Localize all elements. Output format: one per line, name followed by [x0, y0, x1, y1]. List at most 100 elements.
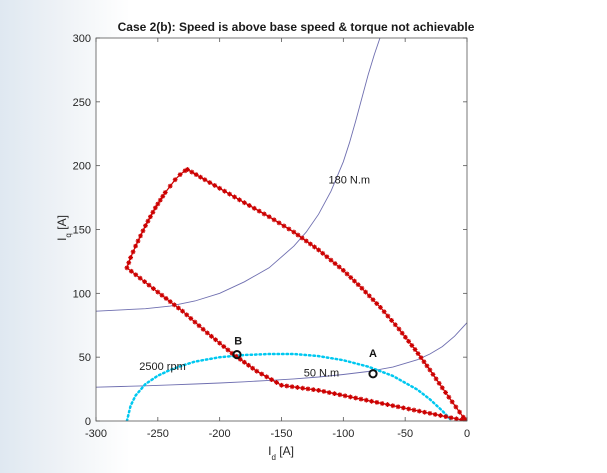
trajectory-star-marker [196, 323, 202, 329]
trajectory-star-marker [274, 380, 279, 385]
trajectory-star-marker [159, 292, 165, 298]
trajectory-star-marker [137, 275, 143, 281]
x-tick-label: -150 [270, 428, 292, 440]
trajectory-star-marker [221, 344, 227, 349]
trajectory-star-marker [348, 394, 353, 400]
trajectory-star-marker [348, 275, 354, 280]
y-tick-label: 50 [79, 352, 91, 364]
trajectory-star-marker [227, 191, 232, 197]
trajectory-star-marker [192, 319, 198, 325]
trajectory-star-marker [352, 278, 357, 284]
trajectory-star-marker [453, 404, 459, 410]
trajectory-star-marker [312, 244, 317, 250]
y-tick-label: 200 [73, 161, 91, 173]
trajectory-star-marker [433, 376, 439, 382]
trajectory-star-marker [198, 174, 203, 180]
trajectory-star-marker [438, 413, 443, 418]
trajectory-star-marker [385, 402, 390, 407]
trajectory-star-marker [406, 338, 412, 344]
trajectory-star-marker [370, 297, 376, 303]
trajectory-star-marker [242, 200, 247, 206]
trajectory-star-marker [422, 409, 427, 415]
trajectory-star-marker [316, 387, 321, 393]
x-tick-label: -100 [332, 428, 354, 440]
trajectory-star-marker [126, 260, 132, 266]
trajectory-star-marker [415, 351, 421, 356]
annotation-label: 180 N.m [328, 175, 370, 187]
trajectory-star-marker [176, 305, 181, 311]
trajectory-star-marker [355, 282, 361, 288]
y-tick-label: 250 [73, 97, 91, 109]
trajectory-star-marker [295, 232, 301, 238]
trajectory-star-marker [133, 243, 138, 249]
trajectory-star-marker [305, 386, 311, 392]
trajectory-star-marker [200, 326, 206, 332]
trajectory-star-marker [150, 209, 156, 215]
trajectory-star-marker [409, 343, 415, 348]
trajectory-star-marker [432, 412, 438, 417]
trajectory-star-marker [321, 389, 327, 394]
trajectory-star-marker [209, 333, 214, 339]
trajectory-star-marker [256, 208, 262, 214]
trajectory-star-marker [446, 394, 452, 400]
trajectory-star-marker [359, 285, 365, 291]
trajectory-star-marker [281, 223, 287, 229]
trajectory-star-marker [340, 267, 346, 273]
trajectory-star-marker [189, 169, 195, 175]
trajectory-star-marker [379, 401, 385, 406]
trajectory-star-marker [212, 183, 218, 188]
trajectory-star-marker [374, 399, 380, 405]
trajectory-star-marker [185, 167, 190, 172]
trajectory-star-marker [412, 347, 418, 352]
annotation-label: 2500 rpm [139, 361, 185, 373]
trajectory-star-marker [353, 395, 359, 401]
annotation-label: B [234, 335, 242, 347]
trajectory-star-marker [204, 330, 210, 336]
trajectory-star-marker [279, 382, 284, 388]
trajectory-star-marker [251, 205, 257, 211]
trajectory-star-marker [177, 172, 183, 178]
trajectory-star-marker [188, 316, 194, 321]
trajectory-star-marker [454, 416, 459, 421]
trajectory-star-marker [269, 377, 275, 383]
trajectory-star-marker [392, 322, 398, 328]
trajectory-star-marker [217, 340, 223, 346]
trajectory-star-marker [261, 211, 267, 217]
trajectory-star-marker [182, 168, 188, 174]
trajectory-star-marker [307, 241, 313, 247]
operating-point-b [232, 350, 242, 360]
trajectory-star-marker [229, 350, 235, 356]
trajectory-star-marker [172, 177, 178, 183]
y-axis-label: Iq [A] [55, 215, 73, 241]
trajectory-star-marker [358, 396, 364, 402]
trajectory-star-marker [171, 302, 177, 308]
trajectory-star-marker [406, 406, 412, 412]
trajectory-star-marker [128, 268, 134, 274]
trajectory-star-marker [133, 272, 139, 278]
trajectory-star-marker [135, 238, 141, 244]
trajectory-star-marker [213, 337, 218, 343]
trajectory-star-marker [286, 226, 292, 232]
trajectory-star-marker [300, 385, 306, 391]
trajectory-star-marker [459, 417, 465, 421]
trajectory-star-marker [385, 313, 391, 319]
trajectory-star-marker [167, 183, 173, 189]
trajectory-star-marker [237, 197, 242, 203]
trajectory-star-marker [140, 228, 146, 234]
trajectory-star-marker [250, 365, 256, 371]
trajectory-star-marker [264, 374, 270, 380]
trajectory-star-marker [342, 393, 348, 399]
trajectory-star-marker [246, 203, 252, 208]
trajectory-star-marker [152, 205, 158, 211]
trajectory-star-marker [396, 326, 402, 332]
x-tick-label: -300 [85, 428, 107, 440]
trajectory-star-marker [222, 188, 228, 194]
trajectory-star-marker [289, 384, 295, 390]
trajectory-star-marker [427, 367, 433, 373]
trajectory-star-marker [237, 356, 243, 362]
trajectory-star-marker [142, 279, 147, 285]
trajectory-star-marker [276, 220, 282, 226]
trajectory-star-marker [299, 235, 305, 241]
trajectory-star-marker [363, 397, 369, 403]
trajectory-star-marker [151, 286, 156, 291]
